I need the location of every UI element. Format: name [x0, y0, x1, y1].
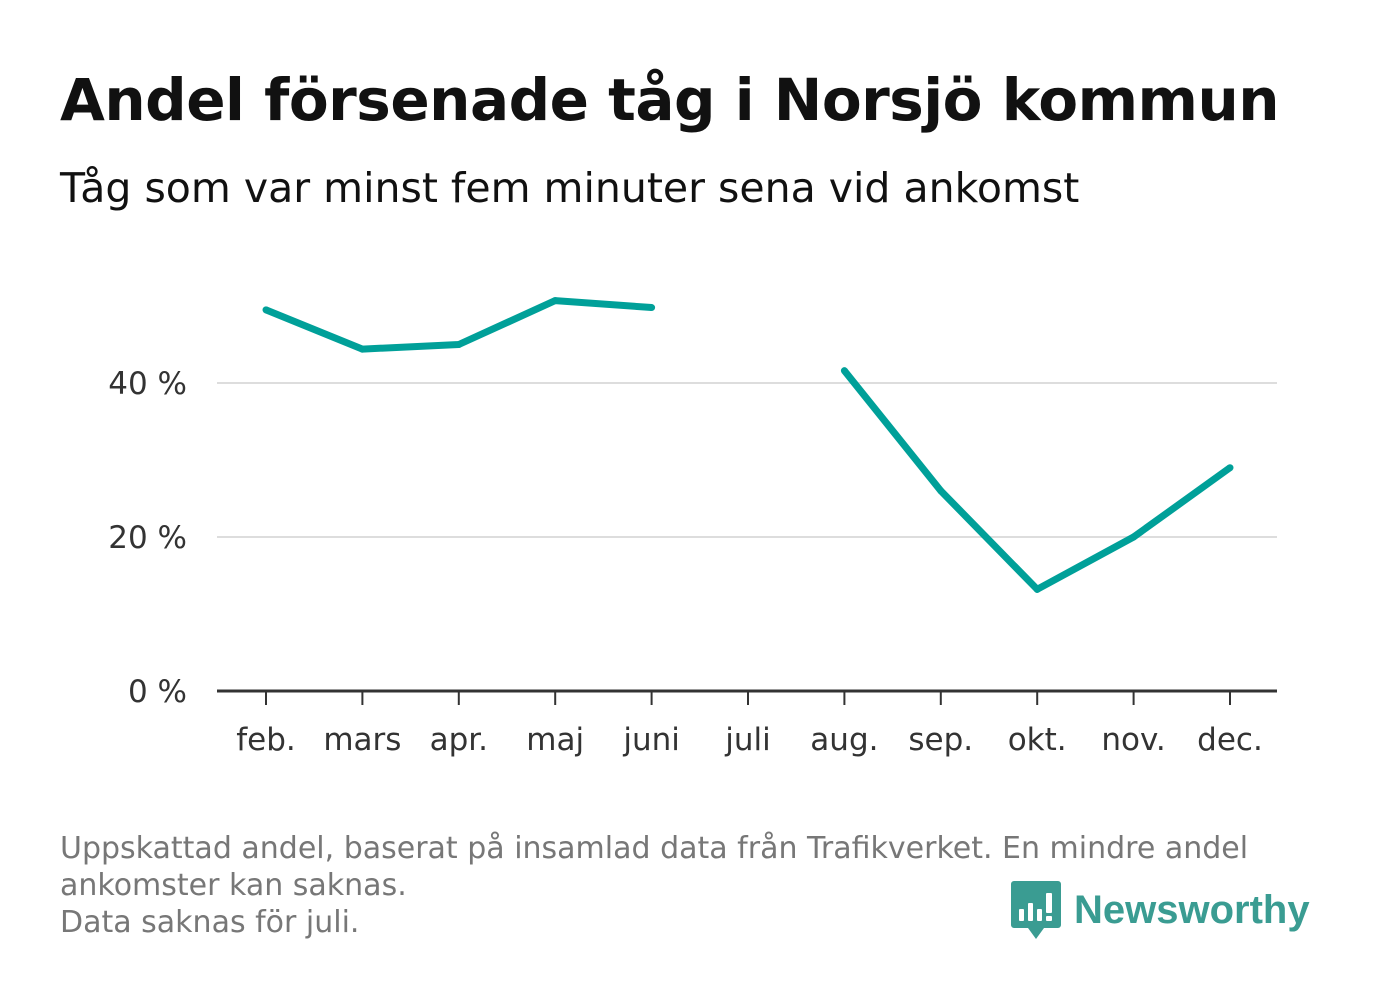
x-tick-label: mars: [323, 722, 401, 758]
data-point: [937, 487, 945, 495]
data-point: [1226, 464, 1234, 472]
x-tick-label: sep.: [908, 722, 973, 758]
data-point: [551, 297, 559, 305]
data-point: [1130, 533, 1138, 541]
data-point: [262, 306, 270, 314]
footnote-line-3: Data saknas för juli.: [60, 905, 360, 940]
x-tick-label: maj: [526, 722, 584, 758]
data-point: [455, 341, 463, 348]
chart-subtitle: Tåg som var minst fem minuter sena vid a…: [60, 164, 1080, 212]
footnote: Uppskattad andel, baserat på insamlad da…: [60, 830, 1320, 941]
data-point: [840, 367, 848, 375]
chart-title: Andel försenade tåg i Norsjö kommun: [60, 66, 1280, 134]
y-tick-label: 0 %: [128, 674, 187, 710]
data-point: [648, 304, 656, 312]
x-tick-label: feb.: [236, 722, 296, 758]
x-tick-label: aug.: [810, 722, 878, 758]
data-point: [1033, 585, 1041, 593]
series-line: [841, 368, 1233, 593]
x-tick-label: juli: [724, 722, 771, 758]
newsworthy-logo-icon: [1011, 881, 1061, 939]
x-tick-label: dec.: [1197, 722, 1263, 758]
y-tick-label: 20 %: [108, 520, 187, 556]
newsworthy-logo-text: Newsworthy: [1074, 887, 1310, 932]
footnote-line-1: Uppskattad andel, baserat på insamlad da…: [60, 831, 1249, 866]
footnote-line-2: ankomster kan saknas.: [60, 868, 407, 903]
y-tick-label: 40 %: [108, 366, 187, 402]
data-point: [358, 345, 366, 353]
newsworthy-logo: Newsworthy: [1010, 878, 1310, 942]
x-tick-label: okt.: [1008, 722, 1067, 758]
x-tick-label: apr.: [430, 722, 488, 758]
x-tick-label: nov.: [1101, 722, 1165, 758]
x-tick-label: juni: [622, 722, 680, 758]
